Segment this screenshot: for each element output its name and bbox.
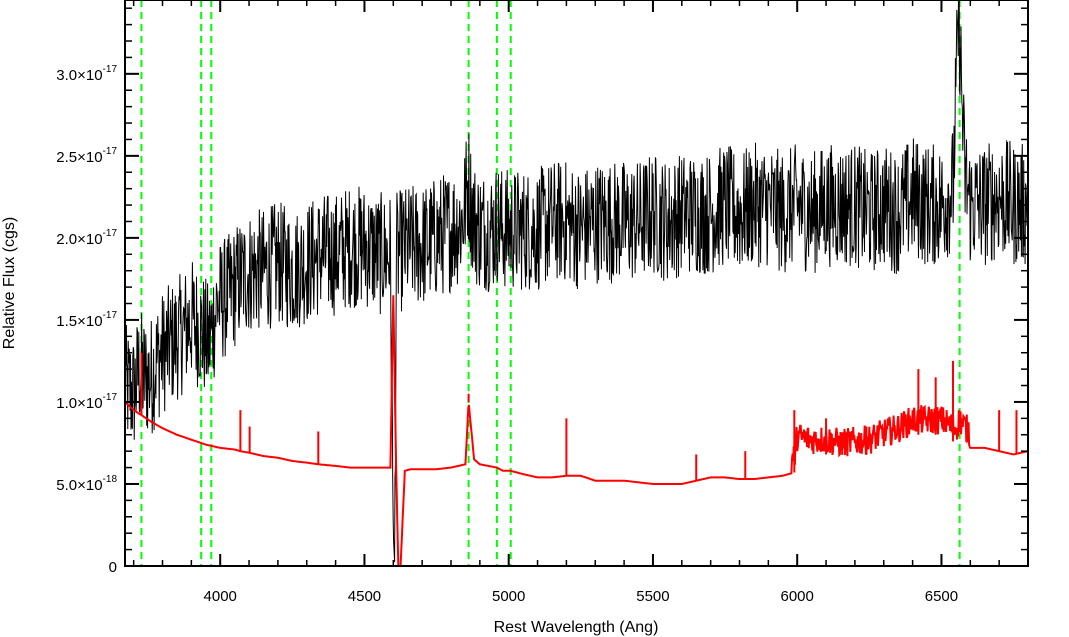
x-tick-label-1: 4500 [348, 588, 381, 605]
x-axis-title: Rest Wavelength (Ang) [494, 619, 659, 636]
x-tick-label-5: 6500 [925, 588, 958, 605]
observed-spectrum-series [125, 0, 1028, 563]
y-tick-label-2: 1.0×10-17 [56, 392, 117, 412]
y-tick-label-5: 2.5×10-17 [56, 146, 117, 166]
x-tick-label-0: 4000 [204, 588, 237, 605]
reference-lines [140, 0, 961, 566]
y-tick-label-0: 0 [109, 559, 117, 576]
plot-frame [124, 0, 1029, 567]
x-tick-label-4: 6000 [781, 588, 814, 605]
model-spectrum-series [125, 295, 1028, 566]
observed-spectrum-line [125, 0, 1028, 563]
plot-area [125, 0, 1028, 566]
y-tick-label-6: 3.0×10-17 [56, 64, 117, 84]
x-tick-label-2: 5000 [492, 588, 525, 605]
model-spectrum-line [125, 295, 1028, 566]
y-tick-label-1: 5.0×10-18 [56, 474, 117, 494]
x-axis-ticks: 4000 4500 5000 5500 6000 6500 [132, 0, 1029, 605]
y-tick-label-4: 2.0×10-17 [56, 228, 117, 248]
y-axis-title: Relative Flux (cgs) [1, 217, 18, 349]
y-axis-ticks: 0 5.0×10-18 1.0×10-17 1.5×10-17 2.0×10-17 2.5… [56, 7, 1028, 576]
x-tick-label-3: 5500 [636, 588, 669, 605]
y-tick-label-3: 1.5×10-17 [56, 310, 117, 330]
